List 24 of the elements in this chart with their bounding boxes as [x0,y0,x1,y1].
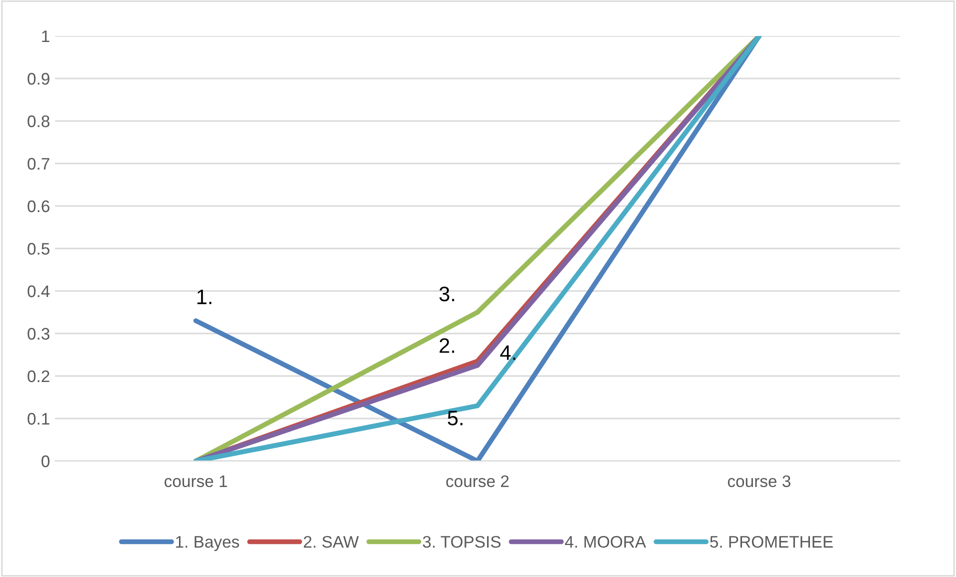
y-tick-label: 0.3 [28,328,50,340]
legend-label: 5. PROMETHEE [710,536,833,548]
y-tick-label: 0.9 [28,72,50,85]
x-tick-label: course 3 [728,475,790,488]
legend-label: 3. TOPSIS [422,536,501,548]
annotation: 4. [500,345,516,360]
y-tick-label: 0.7 [28,158,50,170]
annotation: 1. [197,290,212,304]
x-tick-label: course 1 [164,476,227,488]
y-tick-label: 0.6 [28,200,50,212]
legend-label: 4. MOORA [564,536,646,548]
y-tick-label: 0 [42,455,50,468]
annotation: 5. [448,410,462,426]
y-tick-label: 0.8 [28,115,50,128]
y-tick-label: 0.1 [28,412,50,425]
annotation: 2. [440,338,454,353]
legend-label: 1. Bayes [176,536,240,552]
y-tick-label: 0.5 [28,242,50,255]
y-tick-label: 0.4 [28,285,50,298]
legend-label: 2. SAW [304,536,359,548]
y-tick-label: 0.2 [28,370,50,382]
annotation: 3. [439,286,454,302]
y-tick-label: 1 [42,30,50,42]
x-tick-label: course 2 [446,475,509,488]
